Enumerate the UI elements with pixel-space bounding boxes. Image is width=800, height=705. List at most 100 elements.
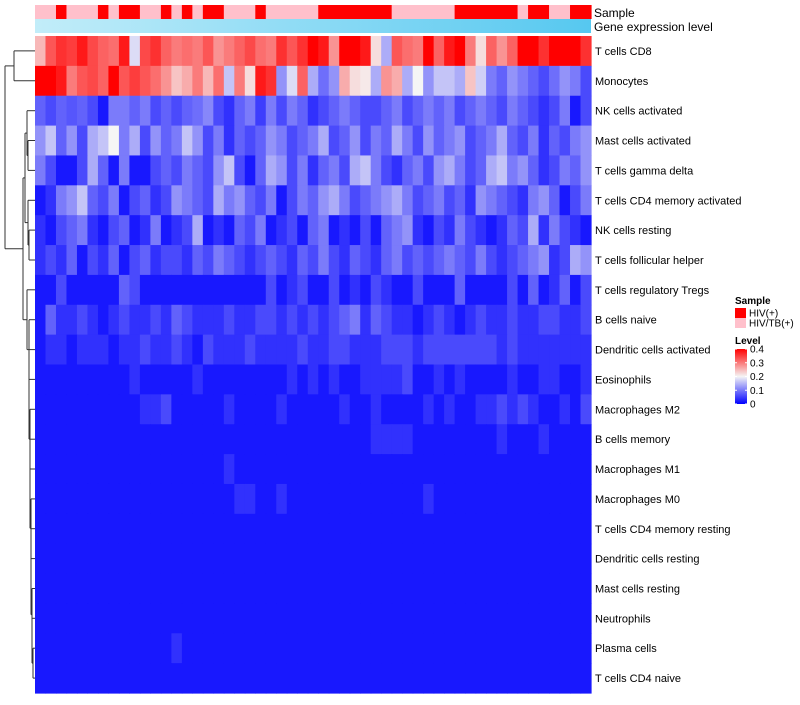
heatmap-cell [465,633,477,664]
heatmap-cell [87,364,99,395]
heatmap-cell [192,543,204,575]
heatmap-cell [181,245,193,276]
heatmap-cell [213,304,225,336]
heatmap-cell [276,36,288,67]
heatmap-cell [97,274,110,306]
heatmap-cell [108,334,120,366]
heatmap-cell [391,603,403,634]
heatmap-cell [454,513,466,545]
heatmap-cell [244,454,256,485]
heatmap-cell [307,95,319,127]
legend-sample-title: Sample [735,296,771,307]
heatmap-cell [528,543,540,575]
heatmap-cell [139,304,151,336]
heatmap-cell [286,155,298,186]
heatmap-cell [580,125,592,157]
heatmap-cell [244,125,256,157]
heatmap-cell [307,364,319,395]
heatmap-cell [286,394,298,425]
heatmap-cell [391,304,403,336]
heatmap-cell [549,274,561,306]
heatmap-cell [412,245,424,276]
heatmap-cell [528,185,540,216]
heatmap-cell [538,454,550,485]
heatmap-cell [76,483,89,515]
heatmap-cell [412,334,424,366]
sample-annotation-cell [433,5,445,19]
expression-level-bar [35,19,591,33]
heatmap-cell [423,663,435,694]
heatmap-cell [370,95,382,127]
heatmap-cell [181,95,193,127]
heatmap-cell [570,663,582,694]
heatmap-cell [433,603,445,634]
heatmap-cell [370,483,382,515]
heatmap-cell [192,95,204,127]
heatmap-cell [87,215,99,246]
heatmap-cell [286,663,298,694]
heatmap-cell [580,633,592,664]
heatmap-cell [55,304,68,336]
heatmap-cell [307,603,319,634]
heatmap-cell [171,573,183,605]
heatmap-cell [35,334,47,366]
heatmap-cell [223,483,235,515]
heatmap-cell [297,483,309,515]
heatmap-cell [507,603,519,634]
heatmap-cell [171,364,183,395]
heatmap-cell [108,603,120,634]
heatmap-cell [297,364,309,395]
heatmap-cell [202,334,214,366]
heatmap-cell [139,483,151,515]
heatmap-cell [412,424,424,455]
heatmap-cell [244,394,256,425]
heatmap-cell [76,95,89,127]
heatmap-cell [496,36,508,67]
heatmap-cell [139,274,151,306]
heatmap-cell [255,36,267,67]
heatmap-cell [465,483,477,515]
sample-annotation-cell [465,5,477,19]
heatmap-cell [160,483,172,515]
heatmap-cell [234,155,246,186]
heatmap-cell [391,633,403,664]
heatmap-cell [444,573,456,605]
heatmap-cell [381,185,393,216]
heatmap-cell [45,394,57,425]
heatmap-cell [370,633,382,664]
heatmap-cell [412,513,424,545]
heatmap-cell [97,454,110,485]
heatmap-cell [360,663,372,694]
heatmap-cell [360,424,372,455]
heatmap-cell [517,663,529,694]
heatmap-cell [433,215,445,246]
heatmap-cell [286,454,298,485]
heatmap-cell [349,274,361,306]
heatmap-cell [244,155,256,186]
heatmap-cell [202,633,214,664]
heatmap-cell [160,364,172,395]
heatmap-cell [276,274,288,306]
heatmap-cell [150,394,162,425]
heatmap-cell [45,155,57,186]
heatmap-cell [339,334,351,366]
heatmap-cell [307,155,319,186]
heatmap-cell [381,215,393,246]
heatmap-cell [139,454,151,485]
heatmap-cell [517,36,529,67]
heatmap-cell [465,185,477,216]
heatmap-cell [223,573,235,605]
heatmap-cell [234,274,246,306]
heatmap-cell [97,513,110,545]
heatmap-cell [444,334,456,366]
heatmap-cell [465,573,477,605]
heatmap-cell [160,36,172,67]
heatmap-cell [391,424,403,455]
heatmap-cell [423,543,435,575]
heatmap-cell [412,155,424,186]
heatmap-cell [160,543,172,575]
heatmap-cell [213,513,225,545]
heatmap-cell [391,543,403,575]
heatmap-cell [318,454,330,485]
